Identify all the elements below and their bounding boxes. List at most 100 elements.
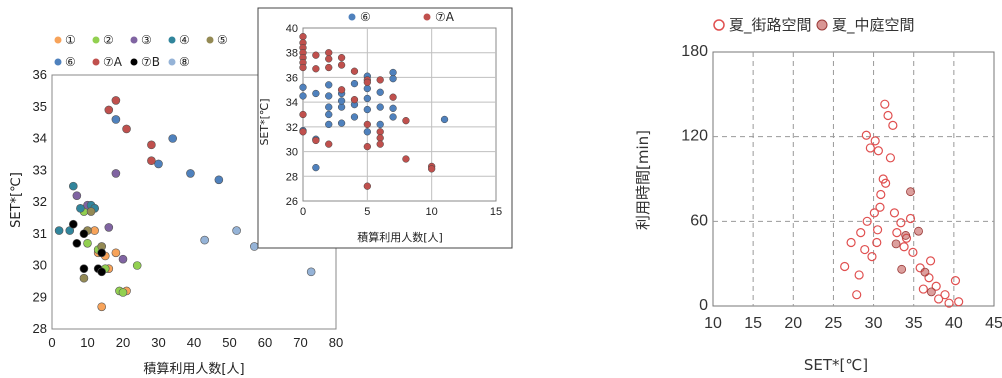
x-tick-label: 45	[985, 315, 1002, 332]
data-point	[363, 84, 371, 93]
data-point	[889, 208, 900, 218]
legend-label: ④	[179, 33, 190, 47]
legend-label: ⑥	[360, 10, 371, 24]
data-point	[865, 143, 875, 153]
y-tick-label: 26	[286, 196, 298, 208]
y-tick-label: 31	[33, 226, 47, 241]
data-point	[79, 264, 89, 273]
data-point	[891, 239, 901, 249]
data-point	[363, 105, 371, 114]
data-point	[363, 78, 371, 87]
x-tick-label: 20	[116, 335, 130, 350]
inset-x-axis-label: 積算利用人数[人]	[357, 230, 443, 244]
x-tick-label: 50	[222, 335, 236, 350]
data-point	[69, 181, 78, 191]
data-point	[840, 261, 850, 272]
data-point	[350, 113, 359, 121]
x-tick-label: 10	[704, 315, 722, 332]
data-point	[350, 67, 359, 75]
data-point	[908, 247, 918, 257]
right-grid	[713, 52, 994, 306]
x-tick-label: 10	[80, 335, 94, 350]
data-point	[905, 213, 916, 224]
data-point	[232, 226, 241, 235]
data-point	[376, 140, 384, 148]
legend-label: ①	[65, 33, 76, 47]
data-point	[312, 89, 320, 98]
data-point	[168, 134, 177, 143]
legend-marker	[206, 36, 214, 44]
data-point	[299, 92, 307, 100]
data-point	[402, 155, 410, 163]
inset-legend: ⑥ ⑦A	[348, 10, 455, 24]
legend-marker	[130, 36, 138, 44]
data-point	[325, 63, 333, 72]
x-tick-label: 80	[329, 335, 343, 350]
data-point	[906, 187, 915, 197]
legend-label: ③	[141, 33, 152, 47]
data-point	[79, 273, 89, 283]
data-point	[867, 252, 877, 262]
data-point	[931, 281, 941, 291]
y-tick-label: 36	[286, 72, 298, 84]
data-point	[118, 254, 128, 264]
data-point	[350, 79, 359, 88]
data-point	[83, 238, 92, 248]
data-point	[389, 75, 397, 83]
data-point	[402, 117, 410, 125]
data-point	[846, 237, 856, 248]
data-point	[376, 88, 384, 96]
data-point	[79, 229, 89, 239]
right-y-axis-label: 利用時間[min]	[634, 130, 652, 230]
data-point	[132, 261, 142, 270]
x-tick-label: 15	[744, 315, 762, 332]
legend-label: ②	[103, 33, 114, 47]
data-point	[111, 248, 121, 258]
data-point	[104, 105, 114, 115]
data-point	[306, 267, 316, 277]
right-points	[840, 99, 964, 308]
legend-marker	[816, 19, 828, 31]
data-point	[325, 49, 333, 57]
data-point	[325, 81, 333, 89]
x-tick-label: 70	[293, 335, 307, 350]
x-tick-label: 20	[784, 315, 802, 332]
data-point	[363, 120, 371, 129]
x-tick-label: 0	[48, 335, 55, 350]
y-tick-label: 28	[33, 321, 47, 336]
right-chart: 10 15 20 25 30 35 40 45 0 60 120 180 SET*[℃] 利用時間[m…	[634, 16, 1002, 374]
left-legend: ① ② ③ ④ ⑤ ⑥ ⑦A ⑦B ⑧	[54, 33, 228, 69]
x-tick-label: 25	[825, 315, 843, 332]
y-tick-label: 180	[681, 43, 708, 60]
data-point	[54, 226, 64, 235]
left-x-axis-label: 積算利用人数[人]	[143, 362, 244, 377]
y-tick-label: 36	[33, 67, 47, 82]
data-point	[363, 94, 371, 103]
legend-label: ⑥	[65, 55, 76, 69]
data-point	[901, 231, 911, 240]
data-point	[350, 96, 359, 104]
y-tick-label: 32	[33, 194, 47, 209]
data-point	[428, 165, 436, 173]
data-point	[214, 175, 224, 185]
data-point	[954, 297, 964, 307]
data-point	[926, 287, 936, 297]
x-tick-label: 40	[945, 315, 963, 332]
data-point	[376, 128, 384, 136]
x-tick-label: 5	[364, 206, 370, 218]
right-plot-area	[712, 51, 995, 307]
left-points	[54, 96, 316, 312]
data-point	[852, 290, 862, 300]
data-point	[337, 61, 346, 69]
data-point	[440, 115, 449, 124]
data-point	[363, 182, 371, 190]
x-tick-label: 35	[905, 315, 923, 332]
data-point	[860, 244, 870, 255]
legend-marker	[92, 58, 100, 66]
data-point	[122, 124, 131, 134]
legend-label: ⑦B	[141, 55, 160, 69]
data-point	[944, 298, 954, 308]
right-legend: 夏_街路空間 夏_中庭空間	[713, 16, 915, 35]
y-tick-label: 120	[681, 128, 708, 145]
y-tick-label: 32	[286, 122, 298, 134]
